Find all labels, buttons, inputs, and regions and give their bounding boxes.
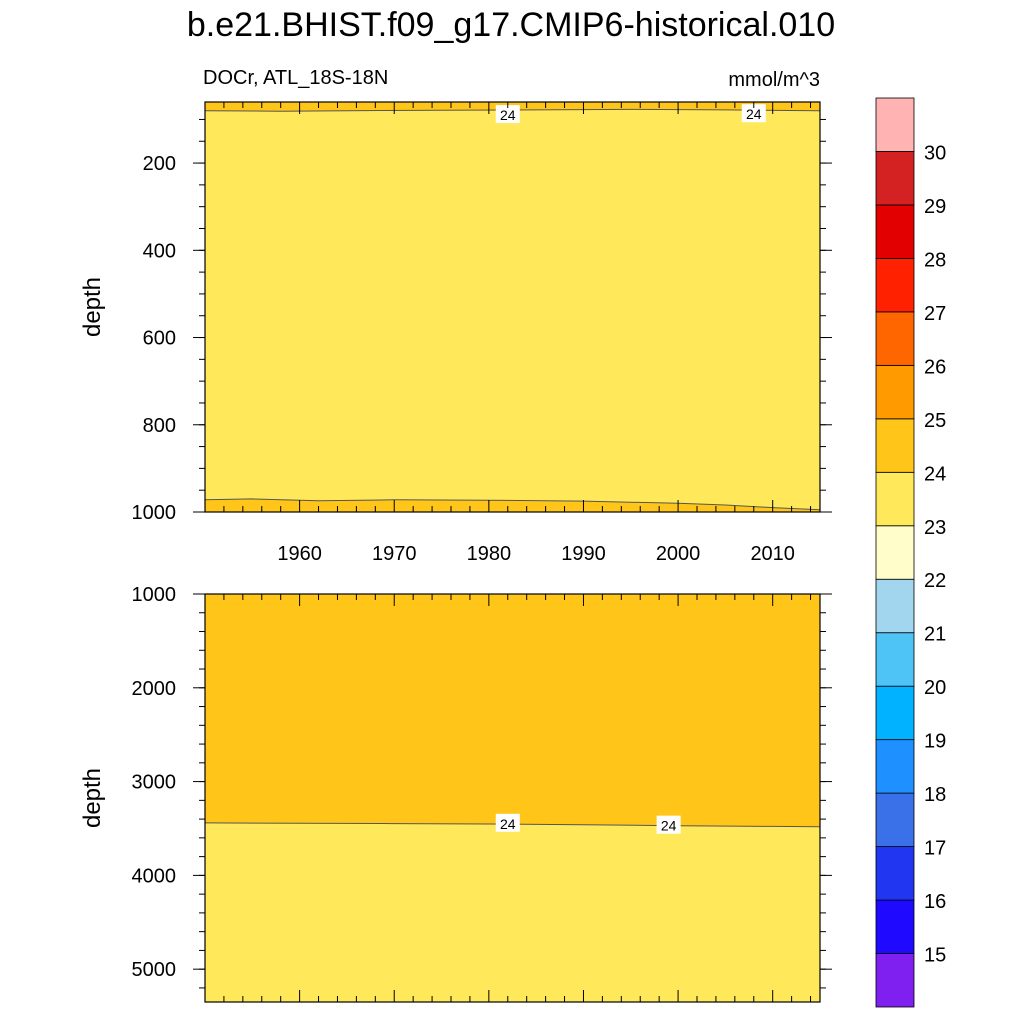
colorbar-label: 22 xyxy=(924,570,946,592)
contour-line-24 xyxy=(204,498,821,511)
contour-label-box xyxy=(741,104,766,123)
y-tick-label: 1000 xyxy=(132,584,177,606)
upper-depth-panel: 24 24 1960 1970 1980 1990 2000 2010 200 400 600 800… xyxy=(79,101,832,565)
colorbar-label: 24 xyxy=(924,463,946,485)
chart-subtitle-right: mmol/m^3 xyxy=(728,69,820,91)
y-tick-label: 400 xyxy=(143,240,176,262)
x-tick-label: 1980 xyxy=(467,543,512,565)
colorbar-swatch xyxy=(875,471,915,527)
contour-label-box xyxy=(656,815,681,834)
colorbar-label: 26 xyxy=(924,356,946,378)
colorbar-swatch xyxy=(875,899,915,954)
colorbar-swatch xyxy=(875,204,915,259)
colorbar-swatch xyxy=(875,525,915,580)
colorbar-label: 28 xyxy=(924,249,946,271)
colorbar-swatch xyxy=(875,685,915,741)
contour-label: 24 xyxy=(661,818,677,834)
y-axis-label: depth xyxy=(79,277,106,337)
colorbar-swatch xyxy=(875,739,915,794)
colorbar-label: 25 xyxy=(924,410,946,432)
colorbar-swatch xyxy=(875,418,915,473)
colorbar-label: 19 xyxy=(924,731,946,753)
contour-label: 24 xyxy=(500,816,516,832)
colorbar-legend: 15 16 17 18 19 20 21 22 23 24 25 26 27 28 29 30 xyxy=(875,97,946,1008)
x-tick-label: 1970 xyxy=(372,543,417,565)
x-tick-label: 2010 xyxy=(750,543,795,565)
colorbar-swatch xyxy=(875,792,915,847)
x-tick-label: 2000 xyxy=(656,543,701,565)
colorbar-swatch xyxy=(875,97,915,152)
x-tick-label: 1990 xyxy=(561,543,606,565)
colorbar-swatch xyxy=(875,632,915,687)
contour-label-box xyxy=(495,813,520,832)
y-tick-label: 600 xyxy=(143,328,176,350)
colorbar-swatch xyxy=(875,578,915,634)
contour-line-24 xyxy=(204,822,821,828)
lower-depth-panel: 24 24 1000 2000 3000 4000 5000 depth xyxy=(79,584,832,1003)
colorbar-swatch xyxy=(875,953,915,1008)
colorbar-label: 29 xyxy=(924,196,946,218)
y-tick-label: 200 xyxy=(143,153,176,175)
colorbar-swatch xyxy=(875,151,915,206)
x-tick-label: 1960 xyxy=(277,543,322,565)
colorbar-swatch xyxy=(875,846,915,901)
colorbar-swatch xyxy=(875,258,915,313)
colorbar-swatch xyxy=(875,311,915,366)
chart-subtitle-left: DOCr, ATL_18S-18N xyxy=(203,67,388,89)
plot-frame xyxy=(204,593,821,1003)
y-tick-label: 2000 xyxy=(132,678,177,700)
y-axis-label: depth xyxy=(79,768,106,828)
colorbar-label: 20 xyxy=(924,677,946,699)
y-tick-label: 1000 xyxy=(132,502,177,524)
y-tick-label: 5000 xyxy=(132,959,177,981)
chart-title: b.e21.BHIST.f09_g17.CMIP6-historical.010 xyxy=(187,6,835,44)
y-tick-label: 3000 xyxy=(132,772,177,794)
y-tick-label: 800 xyxy=(143,415,176,437)
contour-fill-24-25 xyxy=(205,498,820,512)
colorbar-label: 30 xyxy=(924,142,946,164)
colorbar-label: 23 xyxy=(924,517,946,539)
colorbar-label: 18 xyxy=(924,784,946,806)
colorbar-label: 15 xyxy=(924,945,946,967)
contour-fill-24-25 xyxy=(205,594,820,827)
contour-label: 24 xyxy=(500,107,516,123)
colorbar-label: 27 xyxy=(924,303,946,325)
colorbar-swatch xyxy=(875,364,915,420)
contour-fill-23-24 xyxy=(205,102,820,512)
contour-label-box xyxy=(495,105,520,124)
colorbar-label: 16 xyxy=(924,891,946,913)
contour-label: 24 xyxy=(746,106,762,122)
colorbar-label: 17 xyxy=(924,838,946,860)
plot-frame xyxy=(204,101,821,513)
colorbar-label: 21 xyxy=(924,624,946,646)
y-tick-label: 4000 xyxy=(132,865,177,887)
